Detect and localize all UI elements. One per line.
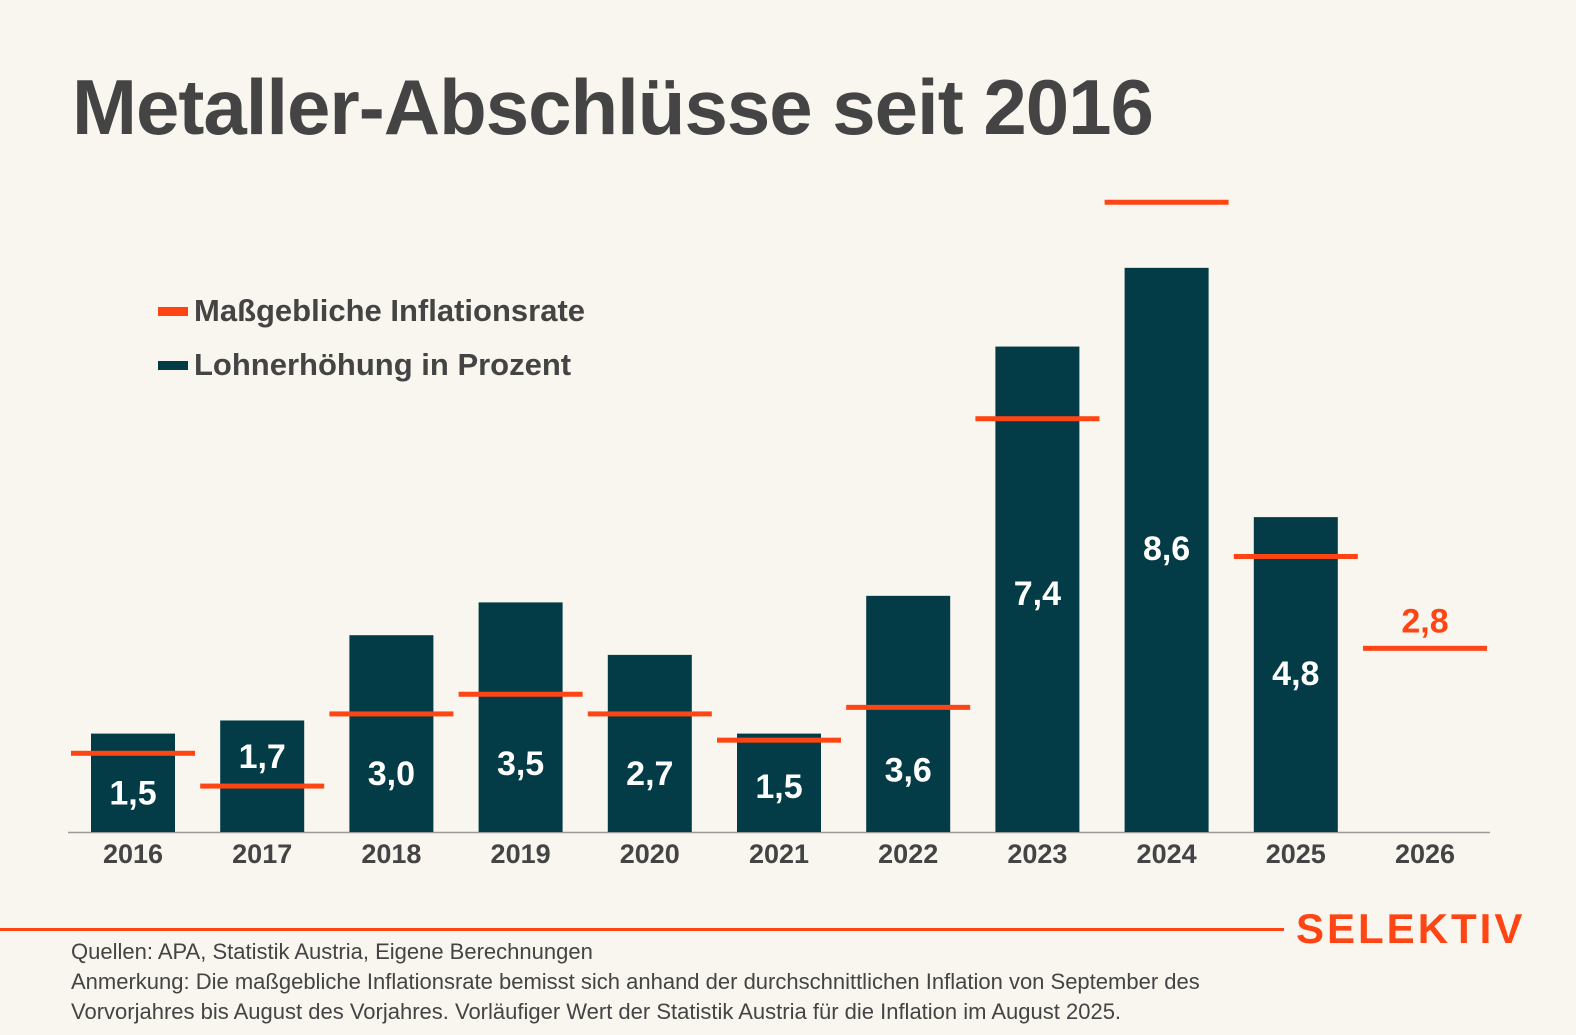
chart-legend: Maßgebliche Inflationsrate Lohnerhöhung … bbox=[158, 284, 585, 392]
footer-notes: Quellen: APA, Statistik Austria, Eigene … bbox=[71, 937, 1200, 1027]
bar-value-label-2021: 1,5 bbox=[755, 768, 802, 806]
legend-label-inflation: Maßgebliche Inflationsrate bbox=[194, 293, 586, 328]
x-tick-label-2017: 2017 bbox=[232, 839, 292, 869]
note-line-2: Vorvorjahres bis August des Vorjahres. V… bbox=[71, 999, 1122, 1024]
x-tick-label-2023: 2023 bbox=[1007, 839, 1067, 869]
inflation-marker-2019 bbox=[458, 691, 583, 697]
bar-value-label-2023: 7,4 bbox=[1014, 575, 1061, 613]
bar-value-label-2016: 1,5 bbox=[109, 775, 156, 813]
bar-value-label-2022: 3,6 bbox=[885, 752, 932, 790]
legend-item-inflation: Maßgebliche Inflationsrate bbox=[158, 284, 585, 338]
inflation-value-label-2026: 2,8 bbox=[1401, 602, 1448, 640]
bar-2016 bbox=[91, 733, 175, 832]
inflation-marker-2026 bbox=[1363, 645, 1487, 651]
bar-2025 bbox=[1253, 517, 1338, 832]
x-tick-label-2024: 2024 bbox=[1137, 839, 1197, 869]
x-tick-label-2019: 2019 bbox=[491, 839, 551, 869]
bar-2020 bbox=[607, 654, 692, 832]
legend-swatch-inflation bbox=[158, 306, 188, 316]
inflation-marker-2021 bbox=[717, 737, 841, 743]
x-tick-label-2016: 2016 bbox=[103, 839, 163, 869]
brand-logo: SELEKTIV bbox=[1296, 905, 1526, 952]
inflation-marker-2017 bbox=[200, 783, 325, 789]
legend-label-wage: Lohnerhöhung in Prozent bbox=[194, 347, 572, 382]
x-tick-label-2025: 2025 bbox=[1266, 839, 1326, 869]
bar-2023 bbox=[995, 346, 1080, 832]
legend-item-wage: Lohnerhöhung in Prozent bbox=[158, 338, 585, 392]
bar-2022 bbox=[866, 595, 951, 832]
x-tick-label-2020: 2020 bbox=[620, 839, 680, 869]
footer-divider bbox=[0, 928, 1284, 931]
bar-value-label-2020: 2,7 bbox=[626, 755, 673, 793]
bar-value-label-2019: 3,5 bbox=[497, 745, 544, 783]
inflation-marker-2018 bbox=[329, 711, 454, 717]
bar-value-label-2024: 8,6 bbox=[1143, 530, 1190, 568]
bar-2021 bbox=[737, 733, 821, 832]
sources-text: Quellen: APA, Statistik Austria, Eigene … bbox=[71, 939, 593, 964]
bar-2018 bbox=[349, 635, 434, 832]
x-tick-label-2026: 2026 bbox=[1395, 839, 1455, 869]
bar-value-label-2025: 4,8 bbox=[1272, 655, 1319, 693]
bar-2024 bbox=[1124, 267, 1209, 833]
bar-chart: 2016 2017 2018 2019 2020 2021 2022 2023 2024 2025… bbox=[68, 199, 1490, 869]
legend-swatch-wage bbox=[158, 360, 188, 370]
inflation-marker-2023 bbox=[975, 416, 1100, 422]
chart-title: Metaller-Abschlüsse seit 2016 bbox=[72, 63, 1154, 151]
bar-2017 bbox=[220, 720, 305, 832]
bar-2019 bbox=[478, 602, 563, 832]
x-tick-label-2018: 2018 bbox=[361, 839, 421, 869]
bar-value-label-2017: 1,7 bbox=[239, 738, 286, 776]
bar-value-label-2018: 3,0 bbox=[368, 755, 415, 793]
inflation-marker-2025 bbox=[1233, 553, 1358, 559]
note-line-1: Anmerkung: Die maßgebliche Inflationsrat… bbox=[71, 969, 1200, 994]
inflation-marker-2024 bbox=[1104, 199, 1229, 205]
x-tick-label-2022: 2022 bbox=[878, 839, 938, 869]
x-tick-label-2021: 2021 bbox=[749, 839, 809, 869]
inflation-marker-2022 bbox=[846, 704, 971, 710]
inflation-marker-2020 bbox=[587, 711, 712, 717]
inflation-marker-2016 bbox=[71, 750, 195, 756]
